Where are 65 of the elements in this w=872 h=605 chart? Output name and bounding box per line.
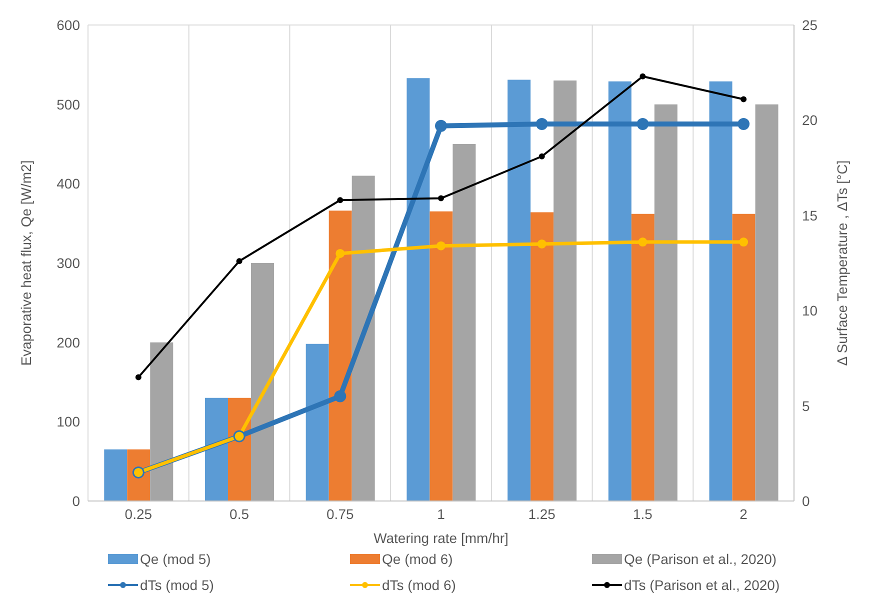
legend-label: dTs (mod 6) — [382, 577, 456, 593]
point — [636, 118, 649, 130]
x-tick-label: 1.5 — [632, 506, 653, 522]
y2-axis-title: Δ Surface Temperature , ΔTs [°C] — [834, 160, 850, 366]
y-tick-label: 300 — [56, 254, 80, 271]
y2-tick-label: 25 — [802, 16, 818, 33]
y2-tick-label: 10 — [802, 302, 818, 319]
y2-tick-label: 20 — [802, 112, 818, 128]
y2-tick-label: 0 — [802, 492, 810, 509]
x-tick-label: 0.75 — [326, 506, 354, 522]
point — [334, 390, 346, 402]
point — [336, 248, 345, 258]
bar — [306, 344, 329, 501]
point — [337, 197, 344, 204]
y2-tick-label: 5 — [802, 398, 810, 414]
bar — [654, 104, 678, 501]
point — [739, 238, 748, 247]
x-tick-label: 0.5 — [230, 506, 250, 522]
x-tick-label: 1.25 — [528, 506, 556, 522]
legend-label: Qe (mod 5) — [140, 551, 211, 567]
point — [436, 241, 446, 250]
y-axis-title: Evaporative heat flux, Qe [W/m2] — [18, 160, 34, 366]
point — [638, 238, 648, 247]
x-tick-label: 0.25 — [124, 506, 152, 522]
bar — [508, 80, 531, 501]
y-tick-label: 100 — [56, 414, 80, 430]
y-tick-label: 0 — [72, 492, 80, 509]
point — [135, 374, 142, 380]
bar — [709, 81, 732, 501]
bar — [608, 81, 632, 501]
bar — [406, 78, 430, 501]
bar — [352, 176, 375, 501]
point — [537, 239, 546, 248]
x-tick-label: 1 — [437, 506, 446, 522]
point — [236, 258, 242, 264]
legend-label: Qe (Parison et al., 2020) — [624, 551, 777, 567]
point — [435, 120, 447, 132]
point — [738, 118, 750, 130]
bar — [452, 144, 476, 501]
point — [740, 96, 747, 102]
bar — [755, 104, 778, 501]
point — [536, 118, 548, 130]
bar — [631, 214, 654, 501]
y2-tick-label: 15 — [802, 207, 818, 224]
bar — [150, 342, 174, 501]
point — [538, 153, 545, 160]
bar — [104, 449, 128, 501]
x-axis-title: Watering rate [mm/hr] — [374, 530, 508, 546]
point — [438, 195, 444, 202]
bar — [430, 211, 453, 501]
point — [640, 73, 646, 80]
legend-label: dTs (Parison et al., 2020) — [624, 577, 780, 593]
legend-label: Qe (mod 6) — [382, 551, 453, 567]
legend-label: dTs (mod 5) — [140, 577, 214, 593]
bar — [732, 214, 756, 501]
x-tick-label: 2 — [740, 506, 748, 522]
y-tick-label: 600 — [56, 16, 80, 33]
bar — [204, 398, 228, 501]
y-tick-label: 400 — [56, 176, 80, 192]
bar — [328, 210, 352, 501]
bar — [554, 80, 577, 501]
y-tick-label: 500 — [56, 96, 80, 112]
bar — [250, 263, 274, 501]
bar — [530, 212, 554, 501]
y-tick-label: 200 — [56, 334, 80, 350]
